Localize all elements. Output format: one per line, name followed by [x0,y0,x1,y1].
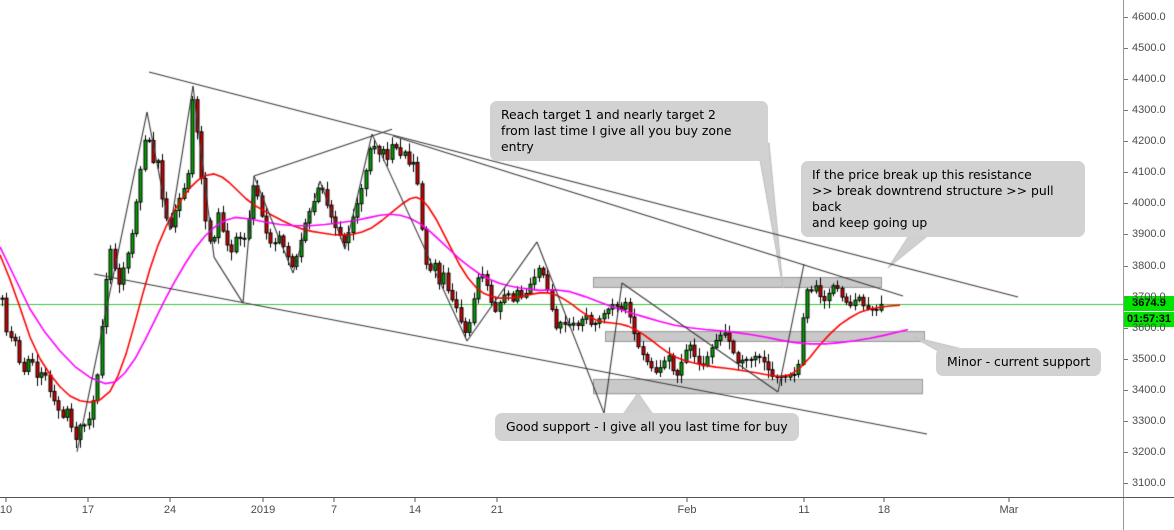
time-tick-mark [803,498,805,502]
price-tick-label: 3400.0 [1132,383,1166,396]
price-tick-label: 3500.0 [1132,352,1166,365]
price-tick-label: 4400.0 [1132,73,1166,86]
price-tick-label: 3700.0 [1132,290,1166,303]
time-tick-mark [5,498,7,502]
time-tick-label: 17 [81,504,95,516]
time-axis[interactable]: 10 17 24 2019 7 14 21 Feb 11 18 Mar [0,497,1174,530]
price-tick-mark [1124,172,1128,173]
time-tick-mark [87,498,89,502]
bar-countdown-timer: 01:57:31 [1124,312,1174,327]
price-axis[interactable]: 3674.9 01:57:31 4600.0 4500.0 4400.0 4300.0… [1123,0,1174,497]
time-tick-mark [414,498,416,502]
time-tick-label: 11 [798,504,810,516]
price-tick-mark [1124,110,1128,111]
price-tick-label: 4500.0 [1132,42,1166,55]
time-tick-label: 14 [408,504,422,516]
last-price-label: 3674.9 [1124,296,1174,311]
time-tick-label: 2019 [250,504,276,516]
price-tick-label: 4000.0 [1132,197,1166,210]
price-tick-label: 4100.0 [1132,166,1166,179]
price-tick-mark [1124,452,1128,453]
price-tick-mark [1124,483,1128,484]
price-tick-mark [1124,48,1128,49]
price-tick-mark [1124,421,1128,422]
price-tick-mark [1124,141,1128,142]
time-tick-mark [262,498,264,502]
price-tick-label: 3200.0 [1132,445,1166,458]
annotation-resistance-note[interactable]: If the price break up this resistance >>… [801,161,1085,237]
price-tick-label: 3600.0 [1132,321,1166,334]
price-tick-mark [1124,297,1128,298]
price-tick-mark [1124,79,1128,80]
price-tick-label: 4200.0 [1132,135,1166,148]
price-tick-mark [1124,359,1128,360]
time-tick-mark [333,498,335,502]
time-tick-mark [169,498,171,502]
price-tick-mark [1124,390,1128,391]
time-tick-mark [686,498,688,502]
time-tick-label: 18 [877,504,891,516]
time-tick-label: 10 [0,504,13,516]
price-tick-label: 3800.0 [1132,259,1166,272]
axis-corner-separator [1123,498,1124,530]
price-tick-label: 3300.0 [1132,414,1166,427]
time-tick-mark [496,498,498,502]
time-tick-label: 7 [330,504,338,516]
price-tick-mark [1124,328,1128,329]
price-tick-mark [1124,234,1128,235]
price-tick-label: 4600.0 [1132,11,1166,23]
price-tick-label: 3100.0 [1132,477,1166,490]
price-tick-mark [1124,203,1128,204]
annotation-good-support-note[interactable]: Good support - I give all you last time … [495,413,799,441]
price-tick-label: 3900.0 [1132,228,1166,241]
annotation-minor-support-note[interactable]: Minor - current support [936,348,1102,376]
price-tick-mark [1124,266,1128,267]
price-tick-label: 4300.0 [1132,104,1166,117]
price-tick-mark [1124,17,1128,18]
time-tick-label: Feb [677,504,697,516]
time-tick-label: Mar [999,504,1019,516]
time-tick-mark [883,498,885,502]
time-tick-mark [1008,498,1010,502]
annotation-buy-zone-note[interactable]: Reach target 1 and nearly target 2 from … [490,101,768,161]
time-tick-label: 24 [163,504,177,516]
time-tick-label: 21 [490,504,504,516]
